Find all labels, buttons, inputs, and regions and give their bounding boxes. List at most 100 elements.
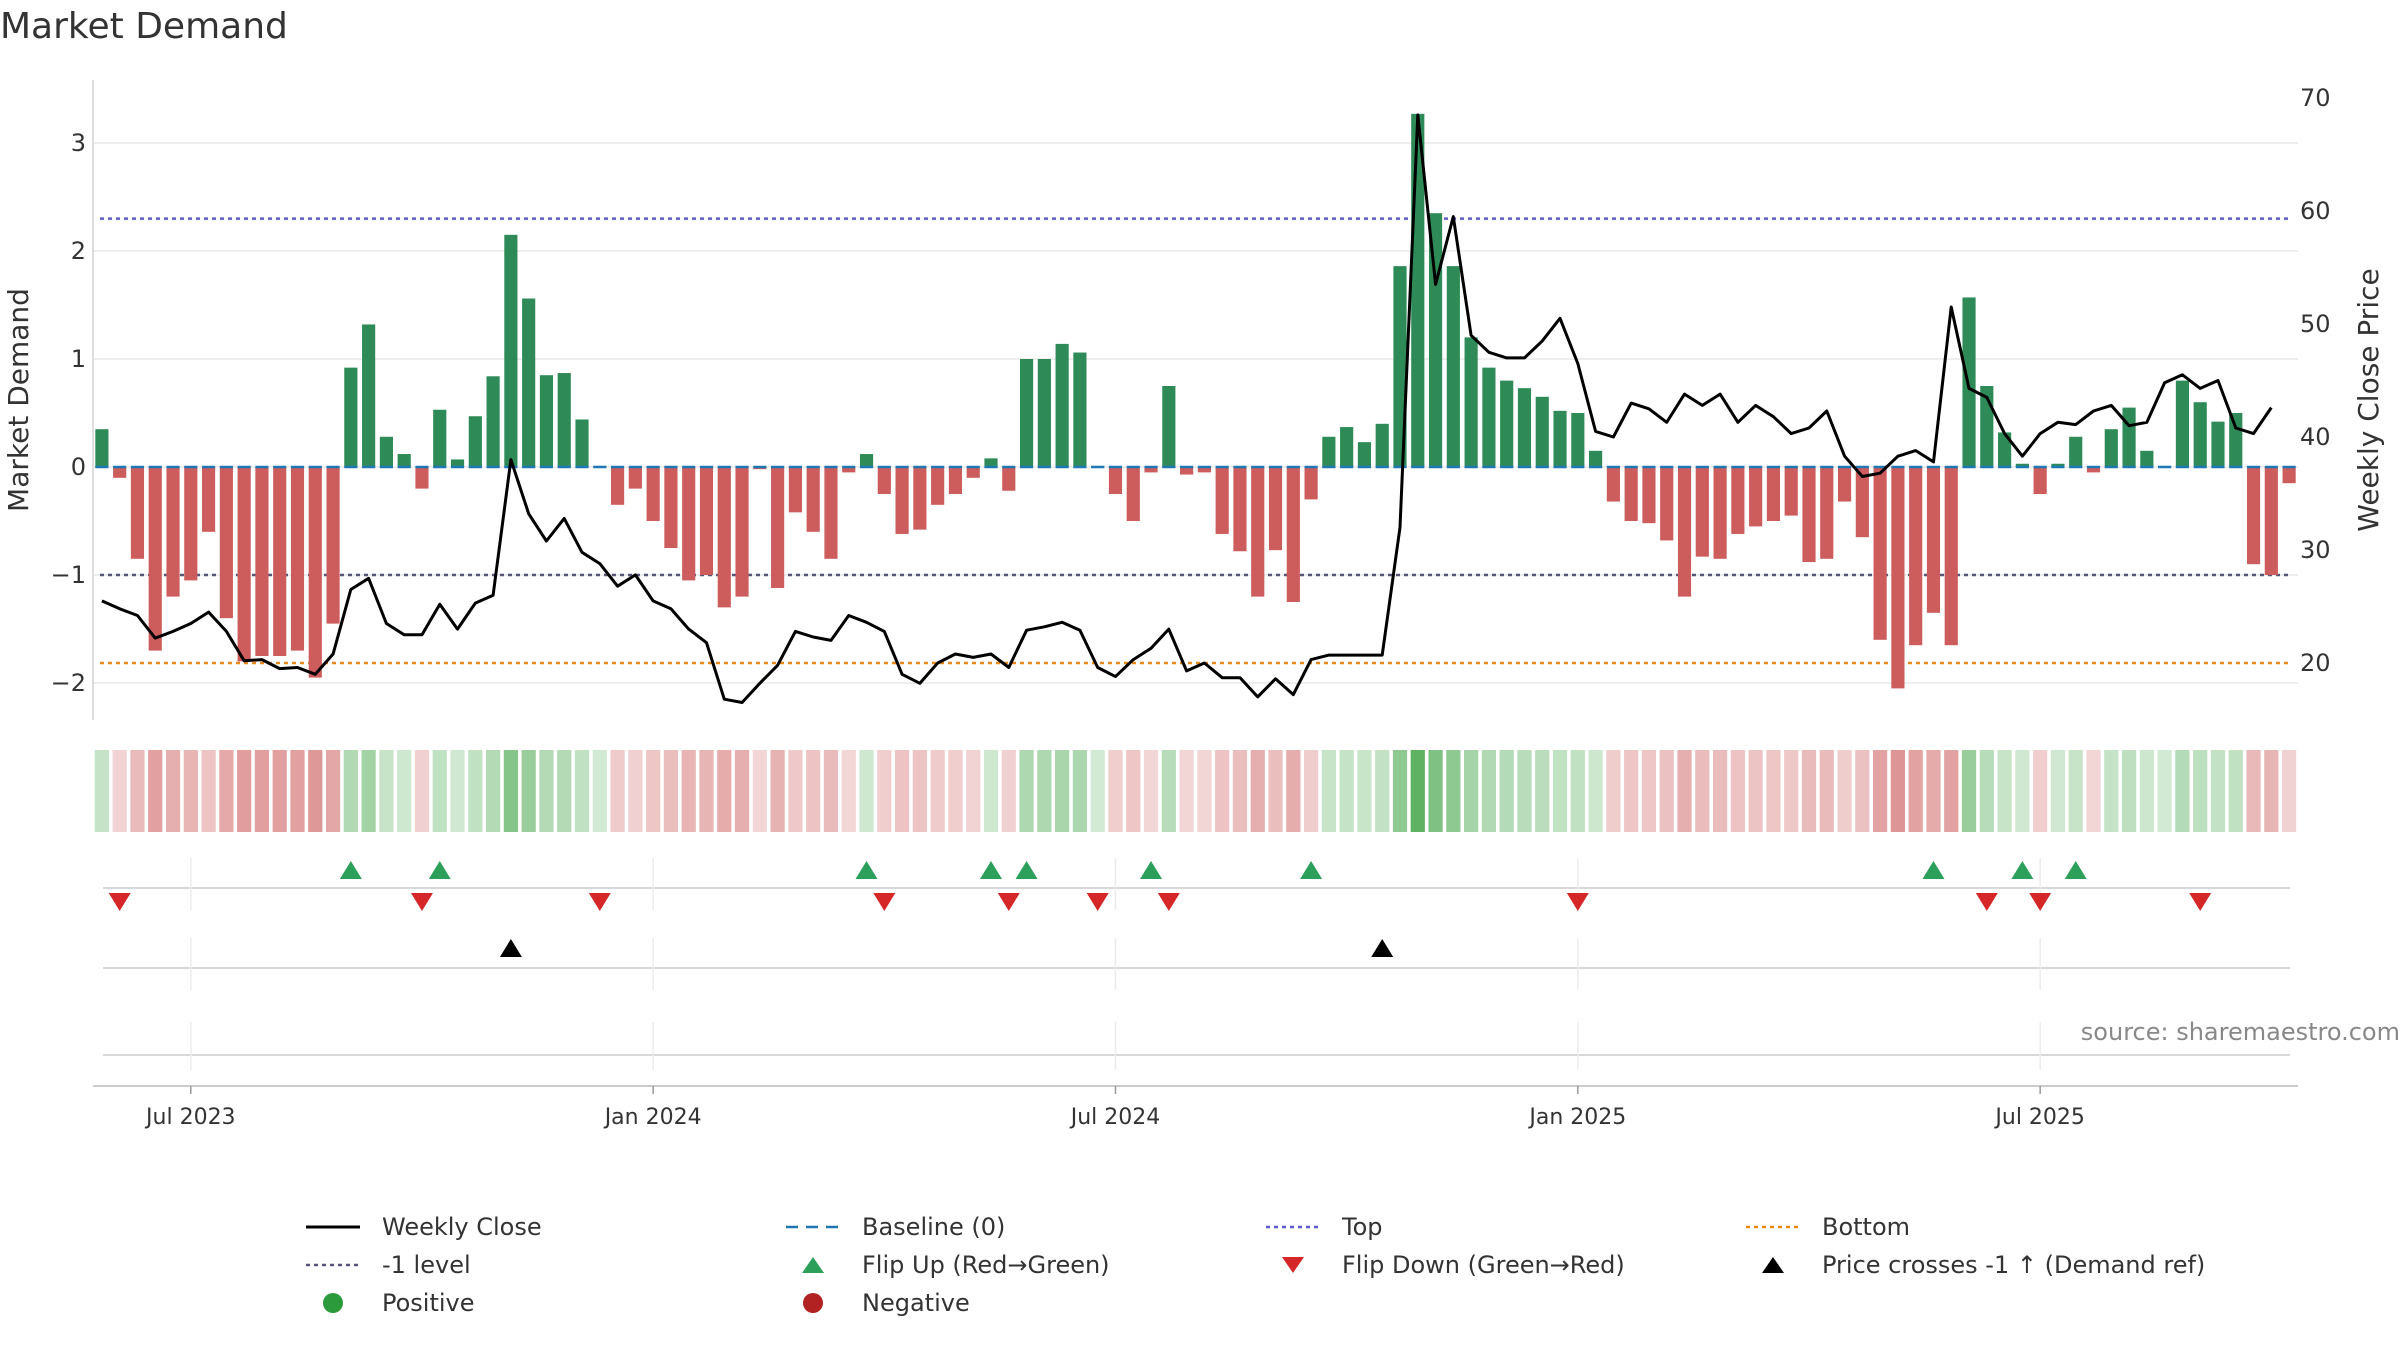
demand-bar <box>628 467 642 489</box>
heat-cell <box>2246 750 2261 832</box>
flip-down-marker <box>1975 893 1998 911</box>
heat-cell <box>1730 750 1745 832</box>
heat-cell <box>1126 750 1141 832</box>
demand-bar <box>148 467 162 651</box>
heat-cell <box>966 750 981 832</box>
triangle-up-icon <box>802 1257 824 1273</box>
demand-bar <box>1553 410 1567 467</box>
left-tick-label: −1 <box>51 561 86 589</box>
right-axis-label: Weekly Close Price <box>2352 268 2385 531</box>
heat-cell <box>1855 750 1870 832</box>
triangle-up-icon <box>1762 1257 1784 1273</box>
line-dotted-icon <box>306 1263 360 1267</box>
line-dotted-icon <box>1746 1225 1800 1229</box>
heat-cell <box>468 750 483 832</box>
flip-up-marker <box>1140 861 1163 879</box>
heat-cell <box>1570 750 1585 832</box>
flip-down-marker <box>1566 893 1589 911</box>
demand-bar <box>95 429 109 467</box>
heat-cell <box>325 750 341 832</box>
heat-cell <box>1624 750 1639 832</box>
demand-bar <box>1162 386 1176 467</box>
flip-down-marker <box>1086 893 1109 911</box>
demand-bar <box>895 467 909 534</box>
demand-bar <box>1802 467 1816 563</box>
line-dotted-icon <box>1266 1225 1320 1229</box>
legend-label: Flip Down (Green→Red) <box>1342 1251 1625 1279</box>
heat-cell <box>1552 750 1568 832</box>
price-cross-marker <box>499 939 522 957</box>
demand-bar <box>646 467 660 521</box>
demand-bar <box>219 467 233 619</box>
demand-bar <box>237 467 251 662</box>
heat-cell <box>1055 750 1070 832</box>
heat-cell <box>2157 750 2172 832</box>
chart-title: Market Demand <box>0 6 288 47</box>
legend-label: -1 level <box>382 1251 471 1279</box>
demand-bar <box>113 467 127 478</box>
x-tick-label: Jan 2025 <box>1527 1105 1626 1130</box>
demand-bar <box>1286 467 1300 602</box>
flip-up-marker <box>339 861 362 879</box>
heat-cell <box>1250 750 1265 832</box>
demand-bar <box>2211 421 2225 467</box>
demand-bar <box>504 234 518 467</box>
heat-cell <box>201 750 216 832</box>
demand-bar <box>1055 343 1069 467</box>
heat-cell <box>1481 750 1497 832</box>
heat-cell <box>734 750 750 832</box>
market-demand-chart: −2 −1 0 1 2 3 20 30 40 50 60 70 Market Demand Weekly … <box>2 80 2385 1130</box>
demand-bar <box>1126 467 1140 521</box>
demand-bar <box>255 467 269 656</box>
demand-bar <box>130 467 145 559</box>
heat-cell <box>788 750 803 832</box>
heat-cell <box>1837 750 1852 832</box>
heat-cell <box>948 750 963 832</box>
heat-cell <box>1268 750 1283 832</box>
heat-cell <box>1143 750 1159 832</box>
right-tick-label: 40 <box>2300 423 2331 451</box>
price-cross-marker <box>1371 939 1394 957</box>
flip-down-marker <box>2029 893 2052 911</box>
heat-cell <box>308 750 323 832</box>
demand-bar <box>1340 427 1354 467</box>
flip-up-marker <box>2064 861 2087 879</box>
heat-cell <box>1908 750 1923 832</box>
heat-cell <box>2264 750 2279 832</box>
demand-bar <box>771 467 785 588</box>
demand-bar <box>486 376 500 467</box>
heat-cell <box>1535 750 1550 832</box>
heat-cell <box>699 750 714 832</box>
heat-cell <box>1712 750 1728 832</box>
dot-icon <box>323 1293 343 1313</box>
demand-bar <box>1233 467 1247 552</box>
heat-cell <box>894 750 910 832</box>
demand-bar <box>1535 396 1549 467</box>
demand-bar <box>450 459 465 467</box>
demand-bar <box>290 467 305 651</box>
right-tick-label: 70 <box>2300 84 2331 112</box>
heat-cell <box>1446 750 1461 832</box>
demand-bar <box>842 467 856 473</box>
demand-bar <box>1251 467 1265 597</box>
flip-up-marker <box>428 861 451 879</box>
demand-bar <box>1357 442 1372 467</box>
demand-bar <box>1677 467 1692 597</box>
heat-cell <box>574 750 590 832</box>
heat-cell <box>1641 750 1657 832</box>
heat-cell <box>806 750 821 832</box>
heat-cell <box>2068 750 2083 832</box>
left-tick-label: 3 <box>71 129 86 157</box>
heat-cell <box>2086 750 2101 832</box>
heat-cell <box>1961 750 1977 832</box>
heat-cell <box>877 750 892 832</box>
legend-item: -1 level <box>300 1250 471 1280</box>
heat-cell <box>1766 750 1781 832</box>
demand-bar <box>1766 467 1781 521</box>
heat-cell <box>290 750 305 832</box>
demand-bar <box>2193 402 2207 467</box>
demand-bar <box>1837 467 1852 502</box>
demand-bar <box>2069 436 2083 467</box>
heat-cell <box>717 750 732 832</box>
heat-cell <box>1232 750 1248 832</box>
